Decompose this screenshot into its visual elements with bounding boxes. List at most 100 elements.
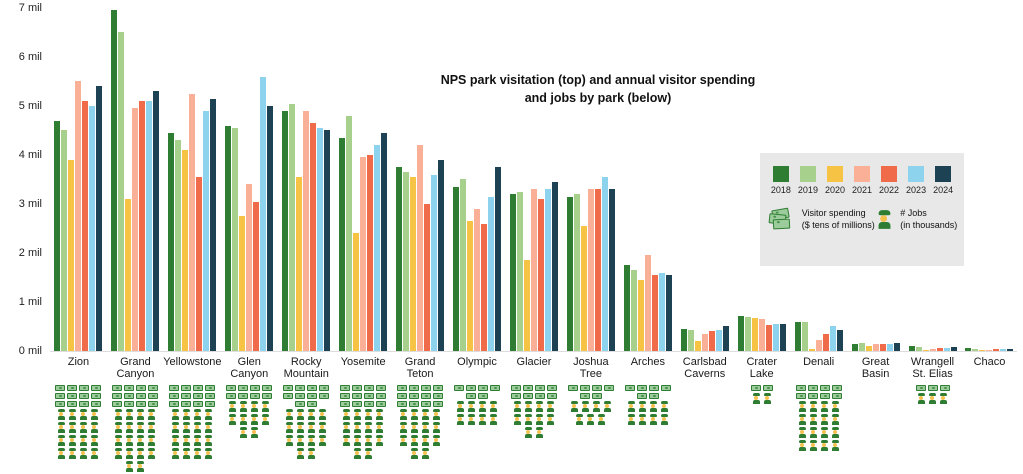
ranger-person-icon [820, 427, 829, 438]
ranger-person-icon [364, 409, 373, 420]
ranger-person-icon [877, 210, 892, 230]
park-column-rocky-mountain: Rocky Mountain [278, 8, 335, 472]
bar-yosemite-2020 [353, 233, 360, 351]
bar-group-glen-canyon [225, 8, 274, 351]
money-bill-icon [352, 385, 363, 391]
money-bill-icon [421, 401, 432, 407]
ranger-person-icon [136, 435, 145, 446]
park-column-denali: Denali [790, 8, 847, 472]
ranger-person-icon [147, 422, 156, 433]
money-bill-icon [352, 401, 363, 407]
bar-yellowstone-2019 [175, 140, 182, 351]
money-bill-icon [124, 393, 135, 399]
bar-grand-canyon-2024 [153, 91, 160, 351]
bar-grand-canyon-2023 [146, 101, 153, 351]
ranger-person-icon [421, 448, 430, 459]
spending-icons [624, 385, 672, 399]
bar-joshua-tree-2023 [601, 177, 608, 351]
jobs-icons [111, 409, 159, 472]
legend-year-swatch [854, 166, 870, 182]
y-axis-label: 4 mil [18, 148, 42, 161]
bar-great-basin-2018 [851, 344, 858, 351]
ranger-person-icon [318, 422, 327, 433]
money-bill-icon [181, 401, 192, 407]
legend-year-2018: 2018 [771, 166, 791, 195]
bar-zion-2018 [54, 121, 61, 351]
money-bill-icon [591, 393, 602, 399]
ranger-person-icon [90, 448, 99, 459]
ranger-person-icon [204, 409, 213, 420]
ranger-person-icon [204, 422, 213, 433]
bar-wrangell-st-elias-2022 [936, 348, 943, 351]
ranger-person-icon [489, 414, 498, 425]
money-bill-icon [205, 393, 216, 399]
ranger-person-icon [353, 409, 362, 420]
money-bill-icon [397, 385, 408, 391]
money-bill-icon [546, 393, 557, 399]
money-bill-icon [510, 393, 521, 399]
ranger-person-icon [638, 414, 647, 425]
legend-jobs-label: # Jobs [900, 208, 927, 218]
money-bill-icon [340, 393, 351, 399]
ranger-person-icon [250, 401, 259, 412]
ranger-person-icon [182, 409, 191, 420]
spending-icons [396, 385, 444, 407]
ranger-person-icon [809, 414, 818, 425]
park-column-yosemite: Yosemite [335, 8, 392, 472]
park-column-joshua-tree: Joshua Tree [562, 8, 619, 472]
legend-year-swatch [881, 166, 898, 182]
spending-icons [54, 385, 102, 407]
bar-grand-canyon-2021 [132, 108, 139, 351]
bar-group-yellowstone [168, 8, 217, 351]
spending-icons [909, 385, 957, 391]
money-bill-icon [91, 385, 102, 391]
park-icons-wrangell-st-elias [909, 385, 957, 404]
money-bill-icon [136, 385, 147, 391]
bar-group-olympic [453, 8, 502, 351]
ranger-person-icon [182, 422, 191, 433]
bar-zion-2024 [96, 86, 103, 351]
bar-olympic-2020 [467, 221, 474, 351]
ranger-person-icon [261, 401, 270, 412]
spending-icons [225, 385, 273, 399]
money-bill-icon [466, 393, 477, 399]
money-bill-icon [112, 385, 123, 391]
ranger-person-icon [798, 414, 807, 425]
ranger-person-icon [456, 401, 465, 412]
park-icons-zion [54, 385, 102, 459]
bar-olympic-2024 [495, 167, 502, 351]
ranger-person-icon [649, 401, 658, 412]
bar-yosemite-2022 [367, 155, 374, 351]
money-bill-icon [579, 385, 590, 391]
ranger-person-icon [182, 435, 191, 446]
ranger-person-icon [375, 422, 384, 433]
ranger-person-icon [467, 414, 476, 425]
ranger-person-icon [90, 422, 99, 433]
bar-crater-lake-2020 [751, 318, 758, 351]
chart-title-line2: and jobs by park (below) [524, 90, 672, 105]
park-label: Olympic [457, 356, 497, 368]
bar-crater-lake-2022 [765, 325, 772, 351]
park-label: Chaco [973, 356, 1006, 368]
bar-chaco-2019 [972, 349, 979, 351]
bar-rocky-mountain-2023 [317, 128, 324, 351]
ranger-person-icon [524, 427, 533, 438]
ranger-person-icon [296, 409, 305, 420]
bar-group-chaco [965, 8, 1014, 351]
bar-grand-teton-2018 [396, 167, 403, 351]
money-bill-icon [831, 385, 842, 391]
bar-grand-teton-2024 [438, 160, 445, 351]
ranger-person-icon [809, 401, 818, 412]
money-bill-icon [307, 401, 318, 407]
ranger-person-icon [171, 409, 180, 420]
bar-carlsbad-caverns-2020 [694, 341, 701, 351]
money-bill-icon [295, 401, 306, 407]
money-bill-icon [124, 401, 135, 407]
money-bill-icon [433, 401, 444, 407]
ranger-person-icon [79, 409, 88, 420]
money-bill-icon [169, 385, 180, 391]
bar-denali-2023 [829, 326, 836, 351]
ranger-person-icon [524, 401, 533, 412]
ranger-person-icon [353, 422, 362, 433]
ranger-person-icon [831, 414, 840, 425]
